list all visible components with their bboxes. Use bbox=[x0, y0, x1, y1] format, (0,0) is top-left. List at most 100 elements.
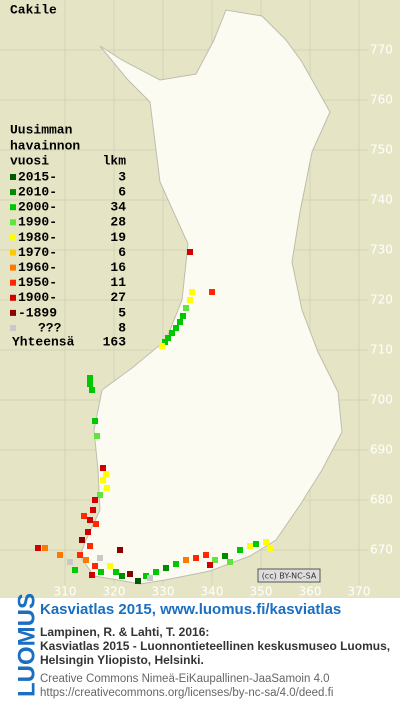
occurrence bbox=[193, 555, 199, 561]
badge: (cc) BY-NC-SA bbox=[262, 572, 317, 581]
badge-box bbox=[257, 568, 321, 583]
legend-total: 163 bbox=[103, 334, 127, 349]
occurrence bbox=[117, 547, 123, 553]
occurrence bbox=[100, 465, 106, 471]
legend-swatch bbox=[10, 325, 16, 331]
legend-count: 27 bbox=[110, 290, 126, 305]
x-grid-label: 320 bbox=[103, 585, 126, 599]
occurrence bbox=[173, 325, 179, 331]
legend-count: 3 bbox=[118, 169, 126, 184]
legend-count: 5 bbox=[118, 305, 126, 320]
occurrence bbox=[180, 313, 186, 319]
x-grid-label: 350 bbox=[250, 585, 273, 599]
y-grid-label: 770 bbox=[370, 43, 393, 57]
legend-swatch bbox=[10, 249, 16, 256]
occurrence bbox=[107, 563, 113, 569]
legend-label: 1970- bbox=[18, 245, 57, 260]
site: Kasviatlas 2015, www.luomus.fi/kasviatla… bbox=[40, 601, 341, 618]
legend-count: 19 bbox=[110, 230, 126, 245]
legend-label: 2015- bbox=[18, 169, 57, 184]
logo: LUOMUS bbox=[13, 593, 40, 697]
x-grid-label: 370 bbox=[348, 585, 371, 599]
y-grid-label: 720 bbox=[370, 293, 393, 307]
occurrence bbox=[90, 507, 96, 513]
legend-total-label: Yhteensä bbox=[12, 334, 75, 349]
legend-col: vuosi bbox=[10, 153, 49, 168]
legend-label: 2000- bbox=[18, 200, 57, 215]
legend-swatch bbox=[10, 219, 16, 226]
occurrence bbox=[177, 319, 183, 325]
y-grid-label: 690 bbox=[370, 443, 393, 457]
citation: Lampinen, R. & Lahti, T. 2016: bbox=[40, 625, 209, 639]
occurrence bbox=[135, 578, 141, 584]
occurrence bbox=[57, 552, 63, 558]
occurrence bbox=[153, 569, 159, 575]
occurrence bbox=[173, 561, 179, 567]
occurrence bbox=[93, 521, 99, 527]
occurrence bbox=[222, 553, 228, 559]
title: Cakile bbox=[10, 2, 57, 17]
legend-swatch bbox=[10, 264, 16, 271]
legend-swatch bbox=[10, 279, 16, 286]
occurrence bbox=[87, 517, 93, 523]
legend-count: 28 bbox=[110, 215, 126, 230]
occurrence bbox=[97, 555, 103, 561]
legend-heading: havainnon bbox=[10, 138, 80, 153]
occurrence bbox=[169, 330, 175, 336]
x-grid-label: 330 bbox=[152, 585, 175, 599]
legend-swatch bbox=[10, 294, 16, 301]
y-grid-label: 680 bbox=[370, 493, 393, 507]
legend-swatch bbox=[10, 189, 16, 196]
y-grid-label: 700 bbox=[370, 393, 393, 407]
occurrence bbox=[127, 571, 133, 577]
occurrence bbox=[104, 485, 110, 491]
occurrence bbox=[85, 529, 91, 535]
occurrence bbox=[89, 387, 95, 393]
occurrence bbox=[253, 541, 259, 547]
legend-label: 1980- bbox=[18, 230, 57, 245]
occurrence bbox=[92, 563, 98, 569]
y-grid-label: 760 bbox=[370, 93, 393, 107]
x-grid-label: 340 bbox=[201, 585, 224, 599]
occurrence bbox=[92, 418, 98, 424]
occurrence bbox=[203, 552, 209, 558]
occurrence bbox=[209, 289, 215, 295]
occurrence bbox=[87, 375, 93, 381]
occurrence bbox=[79, 537, 85, 543]
legend-label: ??? bbox=[38, 320, 62, 335]
occurrence bbox=[67, 559, 73, 565]
finland-outline bbox=[79, 9, 343, 585]
occurrence bbox=[119, 573, 125, 579]
occurrence bbox=[263, 539, 269, 545]
legend-label: 1990- bbox=[18, 215, 57, 230]
occurrence bbox=[183, 305, 189, 311]
y-grid-label: 710 bbox=[370, 343, 393, 357]
legend-count: 8 bbox=[118, 320, 126, 335]
legend-swatch bbox=[10, 234, 16, 241]
legend-count: 16 bbox=[110, 260, 126, 275]
license: Creative Commons Nimeä-EiKaupallinen-Jaa… bbox=[40, 673, 330, 685]
legend-count: 11 bbox=[110, 275, 126, 290]
occurrence bbox=[100, 477, 106, 483]
occurrence bbox=[227, 559, 233, 565]
occurrence bbox=[187, 297, 193, 303]
occurrence bbox=[159, 343, 165, 349]
occurrence bbox=[147, 575, 153, 581]
legend-count: 34 bbox=[110, 200, 126, 215]
citation: Helsingin Yliopisto, Helsinki. bbox=[40, 653, 204, 667]
occurrence bbox=[247, 543, 253, 549]
legend: Uusimman havainnon vuosi lkm Yhteensä 16… bbox=[10, 122, 126, 349]
occurrence bbox=[94, 433, 100, 439]
legend-count: 6 bbox=[118, 185, 126, 200]
occurrence bbox=[83, 557, 89, 563]
occurrence bbox=[89, 572, 95, 578]
occurrence bbox=[267, 545, 273, 551]
legend-label: -1899 bbox=[18, 305, 57, 320]
occurrence bbox=[97, 492, 103, 498]
y-grid-label: 750 bbox=[370, 143, 393, 157]
occurrence bbox=[81, 513, 87, 519]
legend-swatch bbox=[10, 204, 16, 211]
occurrence bbox=[143, 573, 149, 579]
occurrence bbox=[212, 557, 218, 563]
